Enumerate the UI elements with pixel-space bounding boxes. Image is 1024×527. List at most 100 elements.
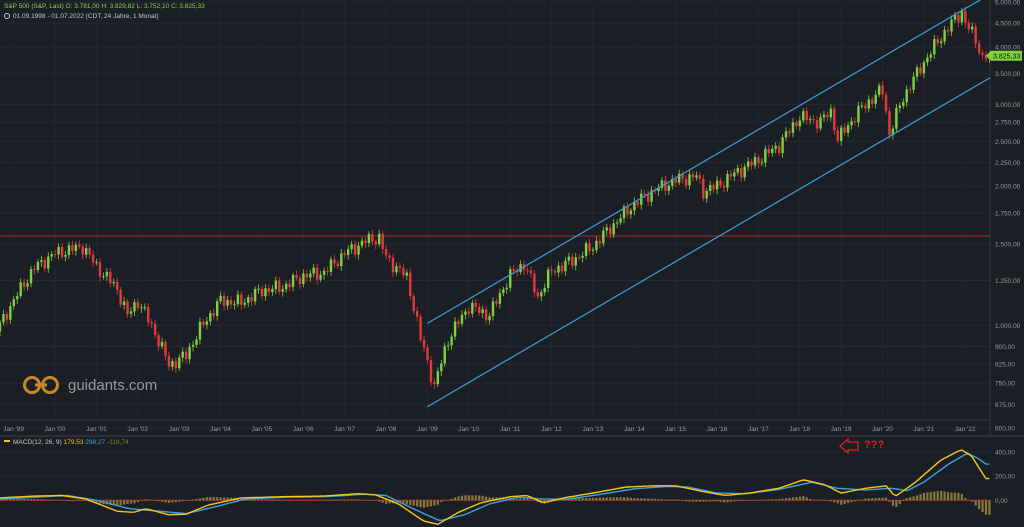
macd-histogram-bar — [519, 498, 522, 501]
candle-body — [664, 180, 667, 191]
candle-body — [860, 105, 864, 107]
candle-body — [467, 311, 471, 314]
macd-histogram-bar — [85, 500, 88, 501]
macd-histogram-bar — [98, 500, 102, 504]
last-price-badge: 3.825,33 — [986, 50, 1022, 61]
macd-histogram-bar — [505, 497, 508, 501]
y-axis-ticks: 600,00 675,00 750,00 825,00 900,00 1.000,00 1.… — [995, 0, 1021, 433]
macd-line — [0, 449, 990, 526]
candle-body — [867, 99, 870, 109]
x-tick-label: Jan '22 — [955, 426, 976, 433]
candle-body — [540, 292, 543, 297]
candle-body — [388, 255, 391, 258]
macd-y-axis-ticks: 400,00 200,00 0,00 — [995, 450, 1015, 505]
candle-body — [291, 275, 295, 287]
macd-histogram-bar — [978, 500, 981, 510]
candle-body — [746, 161, 750, 167]
candle-body — [626, 206, 629, 215]
candle-body — [864, 105, 867, 109]
candle-body — [9, 306, 12, 320]
y-tick-label: 3.500,00 — [995, 71, 1021, 78]
candle-body — [57, 246, 60, 255]
macd-histogram-bar — [674, 499, 677, 501]
candle-body — [102, 276, 105, 278]
candle-body — [164, 341, 167, 357]
candle-body — [188, 346, 191, 360]
macd-histogram-bar — [12, 499, 15, 501]
macd-histogram-bar — [684, 500, 688, 502]
macd-histogram-bar — [371, 500, 374, 501]
candle-body — [688, 174, 691, 186]
candle-body — [939, 41, 943, 44]
candle-body — [805, 111, 808, 121]
macd-histogram-bar — [888, 500, 891, 502]
candle-body — [715, 180, 719, 190]
candle-body — [622, 206, 626, 219]
macd-histogram-bar — [216, 497, 219, 501]
macd-histogram-bar — [54, 499, 57, 501]
macd-histogram-bar — [457, 496, 460, 501]
candle-body — [526, 270, 529, 272]
macd-histogram-bar — [140, 500, 143, 501]
candle-body — [322, 270, 326, 275]
candle-body — [719, 180, 722, 186]
macd-histogram-bar — [867, 498, 870, 501]
candle-body — [757, 157, 760, 164]
candle-body — [574, 257, 577, 266]
macd-histogram-bar — [846, 500, 850, 504]
y-tick-label: 3.000,00 — [995, 102, 1021, 109]
candle-body — [584, 243, 588, 256]
candle-body — [753, 157, 757, 166]
candle-body — [881, 85, 884, 95]
brand-name: guidants.com — [68, 376, 158, 394]
macd-histogram-bar — [185, 500, 188, 501]
candle-body — [636, 201, 639, 205]
macd-histogram-bar — [650, 498, 653, 501]
candle-body — [640, 193, 643, 205]
macd-histogram-bar — [336, 499, 339, 501]
macd-histogram-bar — [843, 500, 846, 504]
macd-histogram-bar — [736, 500, 739, 502]
candle-body — [615, 222, 619, 224]
y-tick-label: 1.000,00 — [995, 323, 1021, 330]
candle-body — [912, 76, 915, 90]
candle-body — [398, 266, 402, 268]
macd-histogram-bar — [905, 498, 908, 501]
range-header: 01.09.1998 - 01.07.2022 (CDT, 24 Jahre, … — [4, 13, 159, 20]
x-tick-label: Jan '10 — [458, 426, 479, 433]
macd-histogram-bar — [791, 497, 795, 501]
candle-body — [974, 26, 977, 44]
candle-body — [288, 283, 291, 287]
macd-histogram-bar — [364, 500, 367, 501]
candle-body — [933, 39, 936, 55]
candle-body — [543, 287, 546, 293]
x-tick-label: Jan '04 — [210, 426, 231, 433]
candle-body — [812, 118, 815, 121]
macd-histogram-bar — [367, 500, 370, 501]
x-tick-label: Jan '05 — [251, 426, 272, 433]
macd-legend-hist-value: -118,74 — [107, 439, 129, 446]
y-tick-label: 2.250,00 — [995, 160, 1021, 167]
macd-histogram-bar — [805, 497, 808, 501]
macd-histogram-bar — [778, 499, 781, 501]
candle-body — [26, 283, 29, 287]
candle-body — [71, 245, 74, 251]
candle-body — [926, 57, 929, 63]
candle-body — [226, 299, 229, 306]
candle-body — [602, 230, 605, 244]
macd-histogram-bar — [2, 499, 5, 501]
macd-histogram-bar — [174, 500, 177, 503]
macd-histogram-bar — [95, 500, 98, 504]
candle-body — [309, 273, 312, 278]
macd-histogram-bar — [247, 499, 250, 501]
candle-body — [960, 10, 964, 23]
macd-histogram-bar — [595, 497, 598, 501]
macd-histogram-bar — [884, 497, 888, 501]
macd-histogram-bar — [205, 497, 208, 501]
macd-histogram-bar — [702, 500, 705, 502]
macd-histogram-bar — [416, 500, 419, 507]
macd-histogram-bar — [198, 498, 202, 501]
candle-body — [367, 234, 371, 244]
macd-histogram-bar — [950, 492, 953, 501]
candle-body — [571, 256, 574, 266]
